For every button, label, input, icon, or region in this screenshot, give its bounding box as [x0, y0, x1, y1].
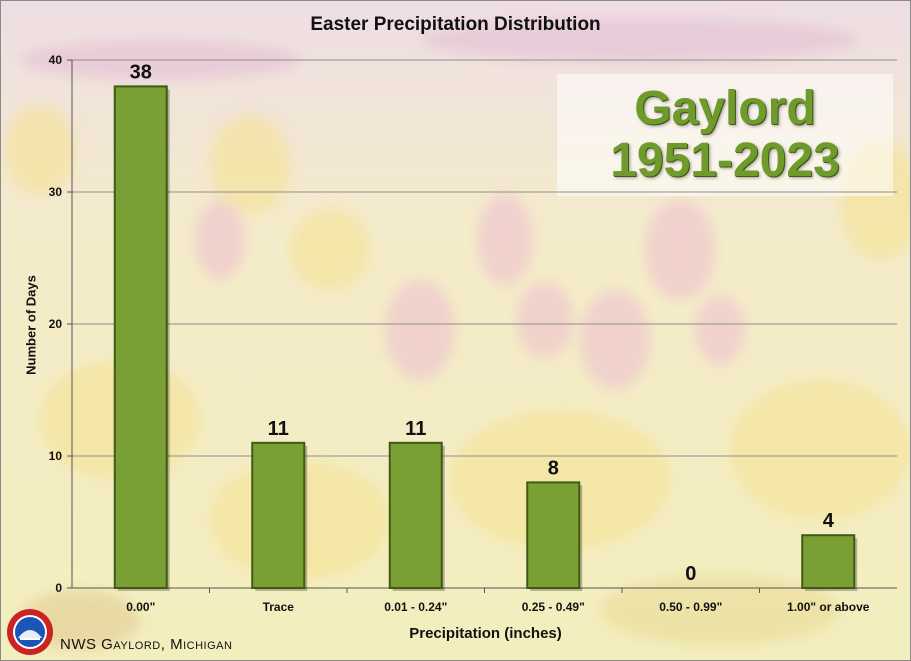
- data-label-0: 38: [130, 61, 152, 83]
- y-tick-label-2: 20: [49, 317, 63, 331]
- bar-0: [113, 85, 168, 590]
- y-tick-label-1: 10: [49, 449, 63, 463]
- bar-3: [526, 481, 581, 589]
- chart-title: Easter Precipitation Distribution: [310, 14, 601, 35]
- location-inset: Gaylord 1951-2023: [557, 74, 893, 196]
- inset-years: 1951-2023: [610, 134, 840, 187]
- inset-location: Gaylord: [634, 82, 816, 135]
- data-label-1: 11: [268, 418, 289, 440]
- y-axis-label: Number of Days: [23, 275, 39, 375]
- x-tick-label-2: 0.01 - 0.24": [384, 600, 447, 614]
- credit-text: NWS Gaylord, Michigan: [60, 636, 233, 653]
- y-tick-label-3: 30: [49, 185, 63, 199]
- nws-logo-icon: [7, 609, 53, 655]
- data-label-4: 0: [685, 563, 696, 585]
- x-tick-label-3: 0.25 - 0.49": [522, 600, 585, 614]
- y-tick-label-4: 40: [49, 53, 63, 67]
- data-label-2: 11: [405, 418, 426, 440]
- x-tick-label-4: 0.50 - 0.99": [659, 600, 722, 614]
- y-tick-label-0: 0: [55, 581, 62, 595]
- bar-1: [251, 441, 306, 589]
- bar-2: [388, 441, 443, 589]
- bar-5: [801, 534, 856, 590]
- x-tick-label-1: Trace: [263, 600, 295, 614]
- x-tick-label-0: 0.00": [126, 600, 155, 614]
- x-axis-label: Precipitation (inches): [409, 625, 562, 642]
- data-label-5: 4: [823, 510, 835, 532]
- x-tick-label-5: 1.00" or above: [787, 600, 870, 614]
- data-label-3: 8: [548, 457, 559, 479]
